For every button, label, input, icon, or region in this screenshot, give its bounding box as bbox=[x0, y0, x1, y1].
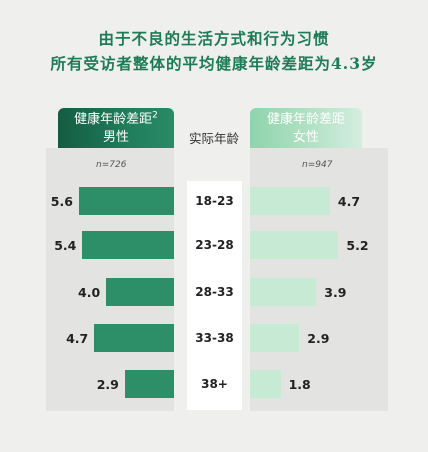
female-bar-33-38 bbox=[250, 324, 300, 352]
female-bar-18-23 bbox=[250, 187, 330, 215]
male-header: 健康年龄差距2 男性 bbox=[58, 108, 174, 148]
male-value-33-38: 4.7 bbox=[66, 331, 89, 346]
female-value-23-28: 5.2 bbox=[346, 238, 369, 253]
male-value-28-33: 4.0 bbox=[78, 285, 101, 300]
male-bar-28-33 bbox=[106, 278, 174, 306]
actual-age-label: 实际年龄 bbox=[188, 131, 239, 146]
age-label-23-28: 23-28 bbox=[195, 238, 234, 252]
age-label-33-38: 33-38 bbox=[195, 331, 234, 345]
chart-title-line2: 所有受访者整体的平均健康年龄差距为4.3岁 bbox=[50, 54, 378, 73]
female-header-label: 女性 bbox=[292, 130, 319, 145]
female-value-33-38: 2.9 bbox=[307, 331, 330, 346]
male-bar-33-38 bbox=[94, 324, 174, 352]
male-bar-23-28 bbox=[82, 231, 174, 259]
female-bar-38+ bbox=[250, 370, 281, 398]
male-header-title: 健康年龄差距 bbox=[74, 112, 153, 127]
age-label-28-33: 28-33 bbox=[195, 285, 234, 299]
female-header: 健康年龄差距 女性 bbox=[250, 108, 362, 148]
age-column-background bbox=[187, 181, 242, 410]
female-value-38+: 1.8 bbox=[288, 377, 311, 392]
male-bar-18-23 bbox=[78, 187, 174, 215]
age-label-18-23: 18-23 bbox=[195, 194, 234, 208]
male-sample-size: n=726 bbox=[96, 160, 127, 170]
male-bar-38+ bbox=[124, 370, 174, 398]
male-header-label: 男性 bbox=[102, 130, 129, 145]
female-value-18-23: 4.7 bbox=[337, 194, 361, 209]
female-bar-28-33 bbox=[250, 278, 317, 306]
male-header-footnote: 2 bbox=[152, 110, 158, 121]
male-value-23-28: 5.4 bbox=[54, 238, 77, 253]
male-value-18-23: 5.6 bbox=[50, 194, 73, 209]
female-sample-size: n=947 bbox=[302, 160, 333, 170]
female-header-title: 健康年龄差距 bbox=[266, 112, 345, 127]
female-value-28-33: 3.9 bbox=[324, 285, 347, 300]
female-bar-23-28 bbox=[250, 231, 339, 259]
chart-title-line1: 由于不良的生活方式和行为习惯 bbox=[98, 29, 330, 48]
male-value-38+: 2.9 bbox=[96, 377, 119, 392]
age-label-38+: 38+ bbox=[201, 377, 228, 391]
